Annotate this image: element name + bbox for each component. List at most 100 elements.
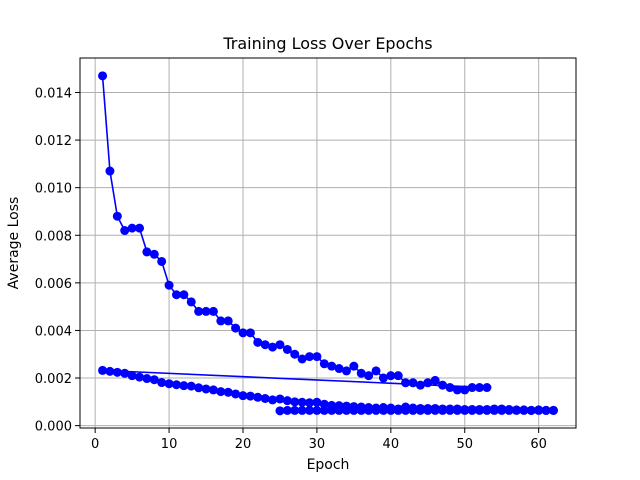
loss-point [98, 365, 108, 375]
loss-point [541, 405, 551, 415]
loss-point [275, 394, 285, 404]
loss-point [378, 405, 388, 415]
loss-point [135, 223, 145, 233]
loss-point [312, 397, 322, 407]
loss-point [475, 383, 485, 393]
loss-point [105, 166, 115, 176]
loss-point [223, 316, 233, 326]
loss-point [364, 405, 374, 415]
loss-point [164, 280, 174, 290]
loss-point [127, 371, 137, 381]
loss-point [430, 375, 440, 385]
loss-point [319, 359, 329, 369]
loss-point [194, 383, 204, 393]
loss-point [349, 361, 359, 371]
loss-point [238, 391, 248, 401]
x-tick-label: 10 [161, 437, 178, 452]
loss-point [519, 405, 529, 415]
loss-point [423, 378, 433, 388]
loss-point [482, 405, 492, 415]
loss-point [415, 380, 425, 390]
loss-point [245, 391, 255, 401]
loss-point [489, 405, 499, 415]
loss-point [319, 399, 329, 409]
loss-point [534, 405, 544, 415]
loss-point [497, 405, 507, 415]
loss-point [98, 71, 108, 81]
series-layer [98, 71, 558, 416]
loss-point [112, 367, 122, 377]
loss-point [401, 378, 411, 388]
loss-point [157, 256, 167, 266]
loss-point [408, 405, 418, 415]
loss-point [216, 387, 226, 397]
loss-point [349, 405, 359, 415]
loss-point [438, 405, 448, 415]
loss-point [142, 247, 152, 257]
loss-point [127, 223, 137, 233]
loss-point [290, 349, 300, 359]
loss-point [253, 392, 263, 402]
loss-point [238, 328, 248, 338]
loss-point [142, 374, 152, 384]
loss-point [438, 380, 448, 390]
loss-point [208, 306, 218, 316]
loss-point [282, 396, 292, 406]
loss-point [275, 340, 285, 350]
loss-point [268, 342, 278, 352]
y-tick-label: 0.002 [35, 372, 72, 387]
loss-point [260, 340, 270, 350]
loss-point [460, 405, 470, 415]
loss-point [452, 405, 462, 415]
loss-point [408, 378, 418, 388]
grid [80, 58, 576, 428]
loss-point [290, 405, 300, 415]
loss-point [253, 337, 263, 347]
loss-point [245, 328, 255, 338]
loss-point [467, 383, 477, 393]
loss-point [186, 297, 196, 307]
loss-point [423, 405, 433, 415]
x-tick-label: 0 [91, 437, 99, 452]
loss-point [297, 354, 307, 364]
loss-point [268, 395, 278, 405]
loss-point [319, 405, 329, 415]
loss-point [312, 405, 322, 415]
loss-point [327, 405, 337, 415]
loss-point [275, 406, 285, 416]
chart-title: Training Loss Over Epochs [222, 34, 432, 53]
loss-point [401, 405, 411, 415]
loss-point [297, 405, 307, 415]
loss-point [364, 371, 374, 381]
loss-point [201, 384, 211, 394]
loss-point [371, 405, 381, 415]
loss-point [334, 405, 344, 415]
loss-point [445, 405, 455, 415]
loss-point [282, 344, 292, 354]
loss-point [386, 405, 396, 415]
loss-point [194, 306, 204, 316]
loss-point [504, 405, 514, 415]
x-tick-label: 40 [383, 437, 400, 452]
loss-point [120, 226, 130, 236]
loss-point [386, 371, 396, 381]
loss-point [231, 323, 241, 333]
x-tick-label: 30 [309, 437, 326, 452]
y-tick-label: 0.008 [35, 229, 72, 244]
y-axis-label: Average Loss [6, 197, 22, 290]
loss-point [482, 383, 492, 393]
loss-point [260, 393, 270, 403]
loss-point [105, 366, 115, 376]
y-tick-label: 0.014 [35, 87, 72, 102]
loss-line [101, 75, 554, 412]
loss-point [120, 368, 130, 378]
y-tick-label: 0.004 [35, 324, 72, 339]
loss-point [171, 290, 181, 300]
loss-point [452, 385, 462, 395]
x-tick-label: 60 [530, 437, 547, 452]
loss-point [475, 405, 485, 415]
loss-point [157, 378, 167, 388]
y-tick-label: 0.000 [35, 420, 72, 435]
loss-point [179, 381, 189, 391]
